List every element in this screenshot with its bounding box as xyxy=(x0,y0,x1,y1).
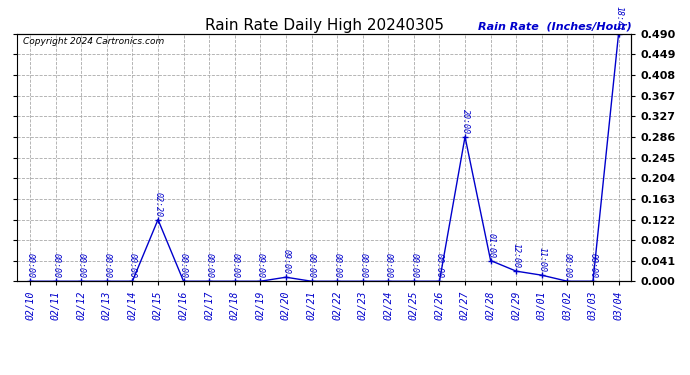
Text: 00:00: 00:00 xyxy=(26,254,34,279)
Text: 00:00: 00:00 xyxy=(358,254,367,279)
Text: 09:00: 09:00 xyxy=(256,254,265,279)
Text: 00:00: 00:00 xyxy=(563,254,572,279)
Text: 00:00: 00:00 xyxy=(77,254,86,279)
Text: 11:00: 11:00 xyxy=(538,248,546,272)
Text: 12:00: 12:00 xyxy=(512,243,521,268)
Text: Rain Rate  (Inches/Hour): Rain Rate (Inches/Hour) xyxy=(477,21,631,31)
Text: 20:00: 20:00 xyxy=(460,109,469,134)
Text: 00:00: 00:00 xyxy=(102,254,111,279)
Text: 00:00: 00:00 xyxy=(205,254,214,279)
Text: 00:00: 00:00 xyxy=(51,254,60,279)
Text: 18:41: 18:41 xyxy=(614,6,623,31)
Text: 00:00: 00:00 xyxy=(230,254,239,279)
Text: Copyright 2024 Cartronics.com: Copyright 2024 Cartronics.com xyxy=(23,38,165,46)
Text: 02:20: 02:20 xyxy=(153,192,162,217)
Text: 00:00: 00:00 xyxy=(333,254,342,279)
Text: 00:00: 00:00 xyxy=(384,254,393,279)
Title: Rain Rate Daily High 20240305: Rain Rate Daily High 20240305 xyxy=(205,18,444,33)
Text: 00:00: 00:00 xyxy=(409,254,418,279)
Text: 09:00: 09:00 xyxy=(282,249,290,274)
Text: 00:00: 00:00 xyxy=(179,254,188,279)
Text: 01:00: 01:00 xyxy=(486,233,495,258)
Text: 00:00: 00:00 xyxy=(128,254,137,279)
Text: 00:00: 00:00 xyxy=(307,254,316,279)
Text: 00:00: 00:00 xyxy=(435,254,444,279)
Text: 00:00: 00:00 xyxy=(589,254,598,279)
